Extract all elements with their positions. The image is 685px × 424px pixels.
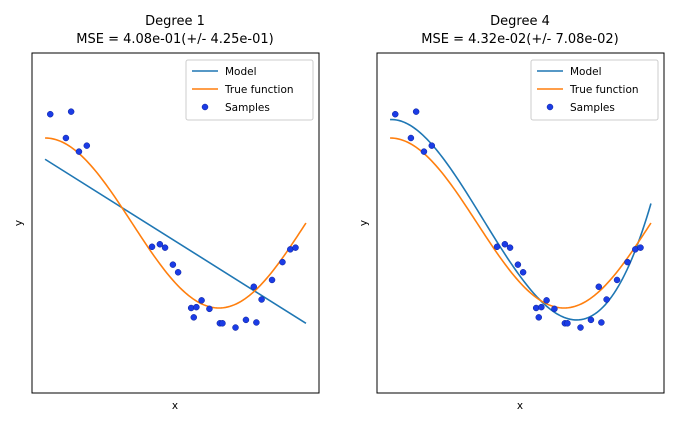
sample-point [543, 297, 550, 304]
legend: Model True function Samples [185, 59, 314, 121]
true-function-line [390, 137, 652, 309]
legend-frame [530, 59, 659, 121]
sample-point [174, 269, 182, 276]
sample-point [407, 134, 415, 142]
chart-subtitle: MSE = 4.08e-01(+/- 4.25e-01) [76, 32, 273, 47]
chart-title: Degree 4 [490, 14, 550, 29]
legend-frame [185, 59, 314, 121]
sample-point [493, 243, 501, 251]
sample-point [67, 108, 75, 115]
sample-point [161, 244, 169, 251]
legend-samples-swatch [201, 103, 209, 111]
sample-point [613, 276, 621, 284]
sample-point [279, 258, 286, 266]
y-axis-label: y [358, 220, 370, 226]
x-axis-label: x [172, 400, 178, 412]
sample-point [198, 297, 205, 304]
sample-point [577, 324, 584, 331]
sample-point [564, 320, 571, 327]
sample-point [219, 320, 226, 327]
sample-point [268, 276, 276, 284]
chart-subtitle: MSE = 4.32e-02(+/- 7.08e-02) [421, 32, 618, 47]
legend-samples-label: Samples [570, 102, 615, 114]
sample-point [598, 319, 605, 326]
sample-point [148, 243, 156, 251]
sample-point [637, 244, 644, 251]
sample-point [603, 296, 610, 303]
legend-samples-swatch [546, 103, 554, 111]
sample-point [506, 244, 514, 251]
sample-point [62, 134, 70, 142]
sample-point [190, 314, 198, 321]
sample-point [595, 283, 603, 290]
sample-point [535, 314, 543, 321]
sample-point [258, 296, 265, 303]
sample-point [538, 303, 545, 311]
sample-point [392, 110, 399, 118]
sample-point [250, 283, 258, 290]
sample-point [156, 241, 164, 248]
sample-point [169, 261, 177, 268]
legend-model-label: Model [570, 66, 602, 78]
sample-point [412, 108, 420, 115]
sample-point [428, 142, 436, 149]
sample-point [624, 258, 631, 266]
sample-point [47, 110, 54, 118]
y-axis-label: y [13, 220, 25, 226]
legend-samples-label: Samples [225, 102, 270, 114]
legend: Model True function Samples [530, 59, 659, 121]
sample-point [514, 261, 522, 268]
panel-degree-4: Degree 4 MSE = 4.32e-02(+/- 7.08e-02) x … [358, 14, 665, 412]
sample-point [253, 319, 260, 326]
x-axis-label: x [517, 400, 523, 412]
true-function-line [45, 137, 307, 309]
chart-title: Degree 1 [145, 14, 205, 29]
sample-point [551, 305, 558, 313]
sample-point [75, 148, 83, 155]
legend-true-function-label: True function [569, 84, 639, 96]
sample-point [420, 148, 428, 155]
sample-point [292, 244, 299, 251]
panel-degree-1: Degree 1 MSE = 4.08e-01(+/- 4.25e-01) x … [13, 14, 320, 412]
sample-point [587, 316, 595, 324]
plot-marks [390, 108, 652, 331]
legend-true-function-label: True function [224, 84, 294, 96]
sample-point [83, 142, 91, 149]
sample-point [519, 269, 527, 276]
sample-point [206, 305, 213, 313]
sample-point [232, 324, 239, 331]
sample-point [193, 303, 200, 311]
sample-point [242, 316, 250, 324]
legend-model-label: Model [225, 66, 257, 78]
plot-marks [44, 108, 307, 331]
sample-point [501, 241, 509, 248]
model-line [44, 158, 307, 324]
